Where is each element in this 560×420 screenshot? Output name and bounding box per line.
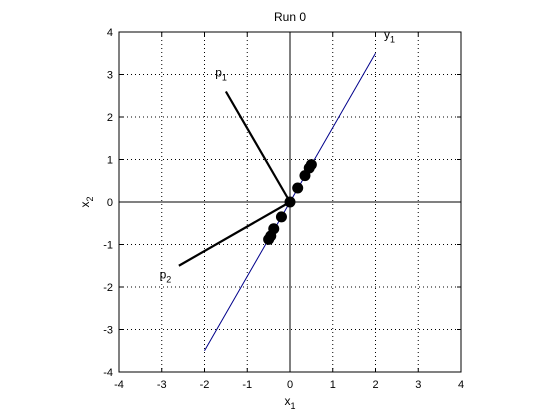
x-tick-label: -2: [200, 379, 210, 391]
vector-label-p2: p2: [160, 268, 172, 285]
y-axis-title: x2: [78, 196, 95, 207]
y-tick-label: 1: [107, 155, 113, 167]
x-tick-label: -4: [114, 379, 124, 391]
y-tick-label: 0: [107, 197, 113, 209]
tick-labels: -4 -3 -2 -1 0 1 2 3 4 -4 -3 -2 -1 0 1 2 3 4: [103, 27, 464, 391]
y1-label-base: y: [384, 27, 390, 41]
y-tick-label: 2: [107, 112, 113, 124]
x-axis-title-sub: 1: [290, 401, 295, 411]
y-axis-title-base: x: [78, 202, 92, 208]
y-tick-label: -2: [103, 282, 113, 294]
vector-label-p1: p1: [215, 66, 227, 83]
x-axis-title-base: x: [284, 394, 290, 408]
vector-label-p2-base: p: [160, 268, 167, 282]
vectors: [178, 90, 291, 267]
y-tick-label: 4: [107, 27, 113, 39]
x-tick-label: 0: [287, 379, 293, 391]
y1-label: y1: [384, 27, 395, 44]
x-tick-label: -1: [242, 379, 252, 391]
y-tick-label: -1: [103, 240, 113, 252]
x-tick-label: 3: [415, 379, 421, 391]
vector-label-p1-base: p: [215, 66, 222, 80]
y-tick-label: -3: [103, 325, 113, 337]
x-axis-title: x1: [284, 394, 295, 411]
chart-title: Run 0: [274, 10, 306, 24]
y-tick-label: 3: [107, 70, 113, 82]
data-point: [268, 223, 280, 235]
vector-p1: [224, 90, 291, 203]
vector-label-p1-sub: 1: [222, 73, 227, 83]
vector-p2: [178, 201, 291, 267]
data-points: [263, 159, 317, 245]
x-tick-label: -3: [157, 379, 167, 391]
data-point: [292, 182, 304, 194]
data-point: [275, 211, 287, 223]
data-point: [305, 159, 317, 171]
x-tick-label: 2: [372, 379, 378, 391]
y1-label-sub: 1: [390, 34, 395, 44]
x-tick-label: 1: [330, 379, 336, 391]
y-tick-label: -4: [103, 367, 113, 379]
y-axis-title-sub: 2: [85, 196, 95, 201]
x-tick-label: 4: [458, 379, 464, 391]
data-point: [284, 196, 296, 208]
tick-marks: [118, 31, 462, 373]
vector-label-p2-sub: 2: [166, 275, 171, 285]
